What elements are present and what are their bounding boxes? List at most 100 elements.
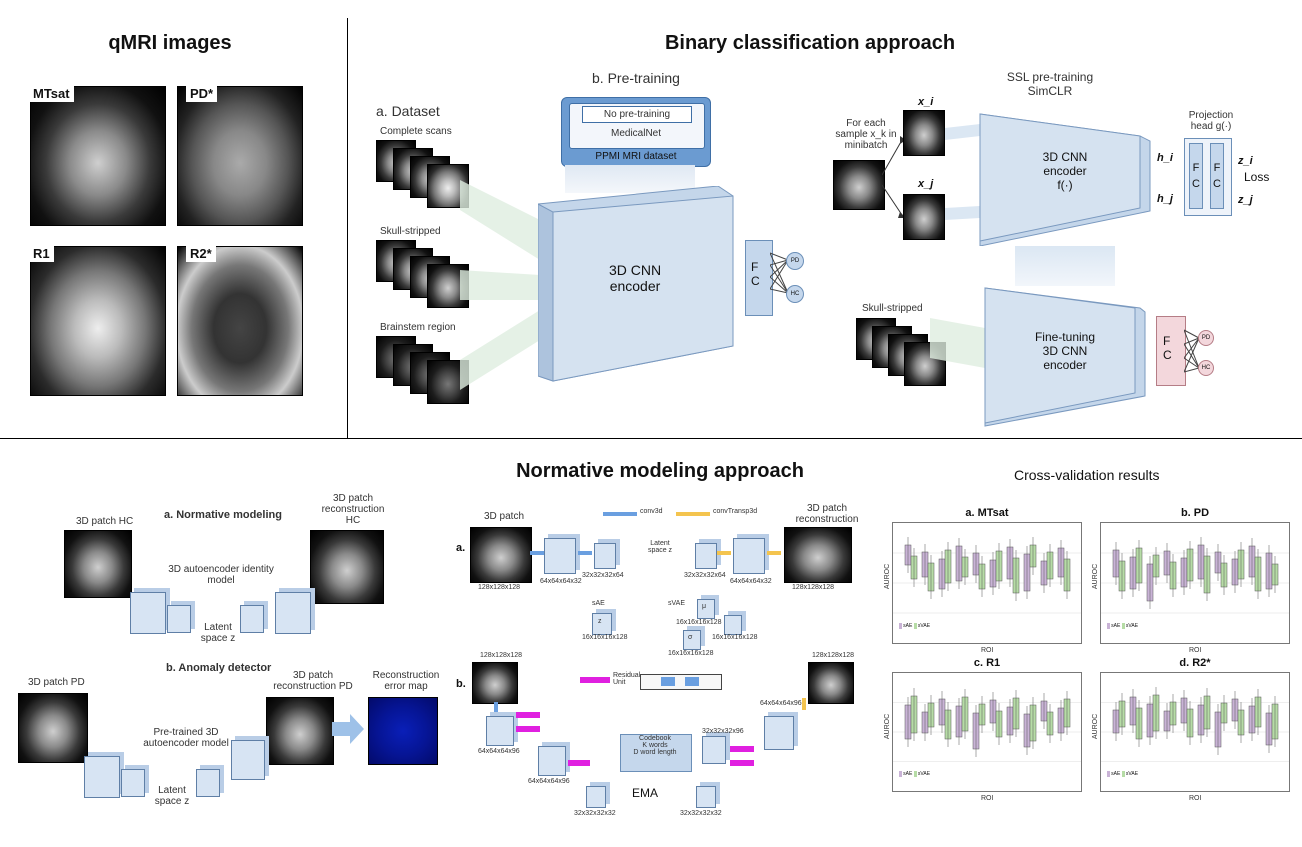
- finetune-output-pd: PD: [1198, 330, 1214, 346]
- arch-b-down-1: [494, 702, 498, 714]
- nm-cube-6: [121, 769, 145, 797]
- arch-b-cube-6: [764, 716, 794, 750]
- arch-b-cube-2: [538, 746, 566, 776]
- fc-label: F C: [751, 260, 760, 288]
- finetune-output-hc: HC: [1198, 360, 1214, 376]
- arch-dim-a1: 64x64x64x32: [540, 578, 582, 585]
- arch-b-up: [802, 698, 806, 710]
- ft-scan-4: [904, 342, 946, 386]
- nm-cube-3: [240, 605, 264, 633]
- nm-a-title: a. Normative modeling: [164, 509, 282, 521]
- label-r2: R2*: [186, 245, 216, 262]
- cv-chart-r2-legend: sAE sVAE: [1107, 771, 1138, 777]
- arch-sae-z: z: [598, 618, 602, 625]
- legend-convtransp: convTransp3d: [713, 508, 758, 515]
- nm-cube-1: [130, 592, 166, 634]
- ssl-title: SSL pre-training SimCLR: [1006, 70, 1094, 98]
- finetune-fc-connections: [1184, 329, 1200, 373]
- arch-cube-a1: [544, 538, 576, 574]
- cv-chart-mtsat-ylabel: AUROC: [884, 563, 892, 590]
- cv-chart-r1-title: c. R1: [973, 657, 1001, 669]
- mri-r1: [30, 246, 166, 396]
- cv-chart-pd-legend: sAE sVAE: [1107, 623, 1138, 629]
- arch-svae-dim-1: 16x16x16x128: [676, 619, 722, 626]
- ssl-xj-label: x_j: [918, 178, 934, 190]
- finetune-skull-label: Skull-stripped: [862, 303, 923, 314]
- nm-cube-5: [84, 756, 120, 798]
- arch-residual-legend: [580, 677, 610, 683]
- arch-arrow-1: [530, 551, 544, 555]
- cv-chart-pd: b. PD AUROC ROI sAE sVAE: [1092, 507, 1290, 654]
- arch-dim-b1: 64x64x64x96: [478, 748, 520, 755]
- arch-b-cube-5: [702, 736, 726, 764]
- arch-res-2: [516, 726, 540, 732]
- arch-res-4: [730, 760, 754, 766]
- arch-svae: sVAE: [668, 600, 685, 607]
- normative-title: Normative modeling approach: [516, 460, 804, 482]
- cv-chart-pd-title: b. PD: [1180, 507, 1210, 519]
- ssl-sample-image: [833, 160, 885, 210]
- arch-svae-dim-2: 16x16x16x128: [668, 650, 714, 657]
- nm-patch-hc-image: [64, 530, 132, 598]
- arch-patch: 3D patch: [484, 511, 525, 522]
- ssl-encoder-label: 3D CNN encoder f(·): [1042, 150, 1088, 192]
- ssl-projection-label: Projection head g(·): [1188, 110, 1234, 132]
- pretraining-box: No pre-training MedicalNet PPMI MRI data…: [561, 97, 711, 167]
- arch-svae-dim-3: 16x16x16x128: [712, 634, 758, 641]
- option-no-pretraining: No pre-training: [582, 106, 692, 123]
- dataset-title: a. Dataset: [376, 103, 440, 119]
- ssl-view-xj: [903, 194, 945, 240]
- arch-a: a.: [456, 542, 466, 554]
- arch-arrow-4: [767, 551, 781, 555]
- nm-patch-pd-image: [18, 693, 88, 763]
- cv-chart-r1-xlabel: ROI: [981, 795, 994, 802]
- arch-b-cube-3: [586, 786, 606, 808]
- ssl-loss: Loss: [1244, 170, 1270, 184]
- arch-res-3: [568, 760, 590, 766]
- arch-mu: μ: [702, 603, 707, 610]
- arch-b-cube-4: [696, 786, 716, 808]
- arch-ema: EMA: [632, 786, 659, 800]
- arch-cube-a2: [594, 543, 616, 569]
- label-r1: R1: [29, 245, 54, 262]
- nm-recon-pd-image: [266, 697, 334, 765]
- arch-dim-b5: 32x32x32x96: [702, 728, 744, 735]
- arch-latent: Latent space z: [647, 540, 673, 554]
- arch-res-5: [730, 746, 754, 752]
- ssl-projection-box: F C F C: [1184, 138, 1232, 216]
- ssl-beam: [1015, 246, 1115, 286]
- arch-recon-image: [784, 527, 852, 583]
- arch-arrow-2: [578, 551, 592, 555]
- arch-cube-a4: [733, 538, 765, 574]
- binary-title: Binary classification approach: [664, 32, 956, 54]
- arch-sae: sAE: [592, 600, 605, 607]
- nm-pretrained-label: Pre-trained 3D autoencoder model: [143, 727, 229, 749]
- nm-model-label: 3D autoencoder identity model: [168, 564, 274, 586]
- cv-chart-mtsat-boxes: [893, 537, 1081, 614]
- arch-dim-b2: 64x64x64x96: [528, 778, 570, 785]
- label-pd: PD*: [186, 85, 218, 102]
- arch-dim-a4: 64x64x64x32: [730, 578, 772, 585]
- arch-cube-a3: [695, 543, 717, 569]
- cv-chart-mtsat-title: a. MTsat: [965, 507, 1009, 519]
- nm-error-label: Reconstruction error map: [372, 670, 440, 692]
- arch-dim-a3: 32x32x32x64: [684, 572, 726, 579]
- dataset-item-skull: Skull-stripped: [380, 226, 441, 237]
- legend-conv3d: conv3d: [640, 508, 663, 515]
- arch-dim-b0: 128x128x128: [480, 652, 523, 659]
- arch-svae-z: [724, 615, 742, 635]
- ssl-sample-text: For each sample x_k in minibatch: [835, 118, 897, 151]
- nm-latent2: Latent space z: [154, 785, 190, 807]
- arch-sae-cube: [592, 613, 612, 635]
- nm-error-map: [368, 697, 438, 765]
- output-hc: HC: [786, 285, 804, 303]
- nm-latent: Latent space z: [200, 622, 236, 644]
- mri-r2: [177, 246, 303, 396]
- label-mtsat: MTsat: [29, 85, 74, 102]
- arch-codebook: [620, 734, 692, 772]
- mri-pd: [177, 86, 303, 226]
- horizontal-divider: [0, 438, 1302, 439]
- fc-connections: [770, 252, 789, 294]
- cv-chart-mtsat: a. MTsat AUROC ROI sAE sVAE: [884, 507, 1082, 654]
- pretraining-source: PPMI MRI dataset: [595, 151, 677, 162]
